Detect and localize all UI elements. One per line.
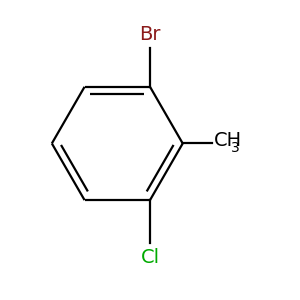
Text: 3: 3 xyxy=(231,141,240,155)
Text: CH: CH xyxy=(214,131,242,150)
Text: Br: Br xyxy=(139,25,161,44)
Text: Cl: Cl xyxy=(140,248,160,267)
